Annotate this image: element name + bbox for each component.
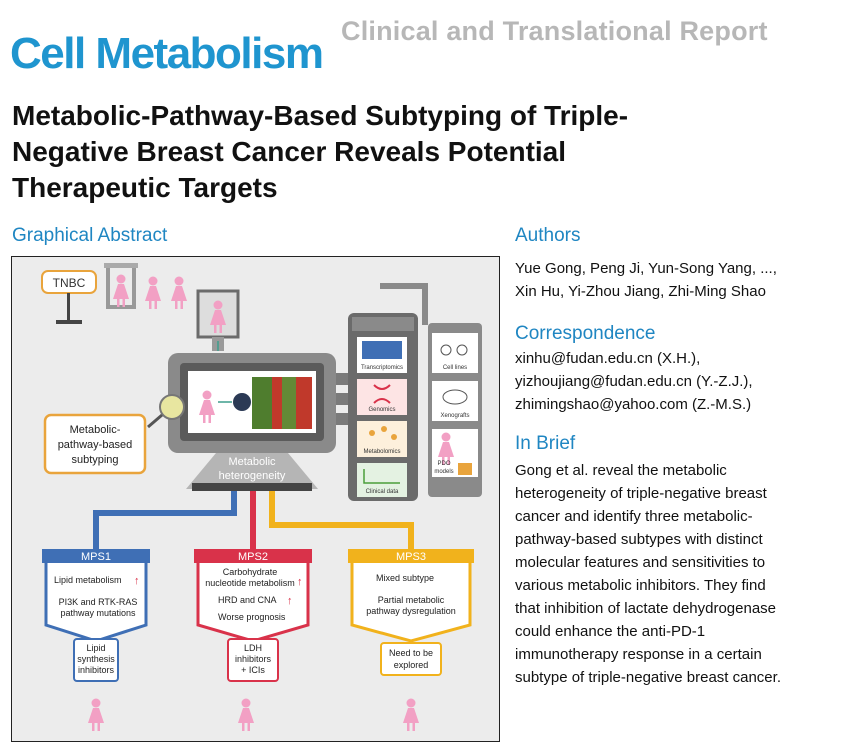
- title-line: Therapeutic Targets: [12, 172, 278, 203]
- tnbc-sign: TNBC: [41, 270, 97, 324]
- correspondence-heading: Correspondence: [515, 323, 656, 344]
- models-panel: Cell lines Xenografts PDO models: [428, 323, 482, 497]
- mps1-therapy: Lipid: [86, 643, 105, 653]
- in-brief-line: heterogeneity of triple-negative breast: [515, 485, 767, 502]
- clinical-data-card: Clinical data: [357, 463, 407, 497]
- article-type: Clinical and Translational Report: [341, 16, 768, 46]
- mps1-item: Lipid metabolism: [54, 575, 122, 585]
- mps2-therapy: + ICIs: [241, 665, 265, 675]
- mps2-therapy: inhibitors: [235, 654, 272, 664]
- subtyping-label: pathway-based: [58, 439, 133, 451]
- email-line[interactable]: yizhoujiang@fudan.edu.cn (Y.-Z.J.),: [515, 373, 753, 390]
- genomics-card: Genomics: [357, 379, 407, 415]
- omics-label: Clinical data: [366, 489, 399, 495]
- intake-hopper: [196, 289, 240, 351]
- mps3-therapy: Need to be: [389, 648, 433, 658]
- mps1-therapy: inhibitors: [78, 665, 115, 675]
- omics-panel: Transcriptomics Genomics Metabolomics Cl…: [348, 283, 428, 501]
- mps2-panel: MPS2 Carbohydrate nucleotide metabolism …: [194, 549, 312, 731]
- mps1-item: pathway mutations: [60, 608, 136, 618]
- in-brief-line: Gong et al. reveal the metabolic: [515, 462, 727, 479]
- subtyping-label: Metabolic-: [70, 424, 121, 436]
- mps3-item: Mixed subtype: [376, 573, 434, 583]
- title-line: Negative Breast Cancer Reveals Potential: [12, 136, 567, 167]
- mps1-therapy: synthesis: [77, 654, 115, 664]
- in-brief-line: cancer and identify three metabolic-: [515, 508, 753, 525]
- mps1-pipe: [93, 491, 237, 549]
- heterogeneity-label: Metabolic: [228, 456, 276, 468]
- heterogeneity-funnel: Metabolic heterogeneity: [186, 453, 318, 491]
- mps1-panel: MPS1 Lipid metabolism ↑ PI3K and RTK-RAS…: [42, 549, 150, 731]
- email-line[interactable]: zhimingshao@yahoo.com (Z.-M.S.): [515, 396, 752, 413]
- in-brief-line: that inhibition of lactate dehydrogenase: [515, 600, 777, 617]
- mps1-item: PI3K and RTK-RAS: [59, 597, 138, 607]
- magnifier-icon: [147, 394, 185, 429]
- mps3-panel: MPS3 Mixed subtype Partial metabolic pat…: [348, 549, 474, 731]
- mps1-label: MPS1: [81, 551, 111, 563]
- in-brief-heading: In Brief: [515, 433, 576, 454]
- in-brief-line: could enhance the anti-PD-1: [515, 623, 706, 640]
- authors-heading: Authors: [515, 225, 581, 246]
- graphical-abstract-heading: Graphical Abstract: [12, 225, 168, 246]
- mps2-item: Worse prognosis: [218, 612, 286, 622]
- article-title: Metabolic-Pathway-Based Subtyping of Tri…: [12, 98, 772, 206]
- in-brief-line: immunotherapy response in a certain: [515, 646, 762, 663]
- model-label: Xenografts: [440, 413, 469, 419]
- mps2-item: nucleotide metabolism: [205, 578, 295, 588]
- transcriptomics-card: Transcriptomics: [357, 337, 407, 373]
- mps3-label: MPS3: [396, 551, 426, 563]
- model-label: PDO: [437, 461, 450, 467]
- model-label: models: [434, 469, 453, 475]
- analysis-machine: [168, 353, 354, 453]
- heterogeneity-label: heterogeneity: [219, 470, 286, 482]
- scanner-gate: [104, 263, 138, 309]
- mps2-item: HRD and CNA: [218, 595, 277, 605]
- email-line[interactable]: xinhu@fudan.edu.cn (X.H.),: [515, 350, 701, 367]
- authors-line: Yue Gong, Peng Ji, Yun-Song Yang, ...,: [515, 260, 777, 277]
- tnbc-label: TNBC: [53, 276, 86, 290]
- woman-icon: [145, 276, 161, 309]
- graphical-abstract-figure: TNBC Metabolic- pa: [41, 263, 482, 731]
- mps2-item: Carbohydrate: [223, 567, 278, 577]
- svg-text:↑: ↑: [287, 595, 293, 607]
- authors-line: Xin Hu, Yi-Zhou Jiang, Zhi-Ming Shao: [515, 283, 766, 300]
- in-brief-line: various metabolic inhibitors. They find: [515, 577, 766, 594]
- correspondence-list: xinhu@fudan.edu.cn (X.H.), yizhoujiang@f…: [515, 347, 753, 416]
- journal-name: Cell Metabolism: [10, 29, 324, 78]
- mps3-item: Partial metabolic: [378, 595, 445, 605]
- mps2-label: MPS2: [238, 551, 268, 563]
- mps3-pipe: [269, 491, 414, 549]
- subtyping-box: Metabolic- pathway-based subtyping: [43, 413, 147, 475]
- title-line: Metabolic-Pathway-Based Subtyping of Tri…: [12, 100, 629, 131]
- model-label: Cell lines: [443, 365, 467, 371]
- omics-label: Metabolomics: [363, 449, 400, 455]
- mps2-therapy: LDH: [244, 643, 262, 653]
- in-brief-line: subtype of triple-negative breast cancer…: [515, 669, 781, 686]
- svg-text:↑: ↑: [134, 575, 140, 587]
- omics-label: Genomics: [368, 407, 395, 413]
- metabolomics-card: Metabolomics: [357, 421, 407, 457]
- subtyping-label: subtyping: [71, 454, 118, 466]
- omics-label: Transcriptomics: [361, 365, 403, 371]
- mps3-item: pathway dysregulation: [366, 606, 456, 616]
- mps3-therapy: explored: [394, 660, 429, 670]
- in-brief-text: Gong et al. reveal the metabolic heterog…: [515, 459, 781, 689]
- woman-icon: [113, 274, 129, 307]
- in-brief-line: pathway-based subtypes with distinct: [515, 531, 763, 548]
- authors-list: Yue Gong, Peng Ji, Yun-Song Yang, ..., X…: [515, 257, 777, 303]
- in-brief-line: molecular features and sensitivities to: [515, 554, 766, 571]
- graphical-abstract: TNBC Metabolic- pa: [11, 256, 500, 742]
- svg-text:↑: ↑: [297, 576, 303, 588]
- woman-icon: [171, 276, 187, 309]
